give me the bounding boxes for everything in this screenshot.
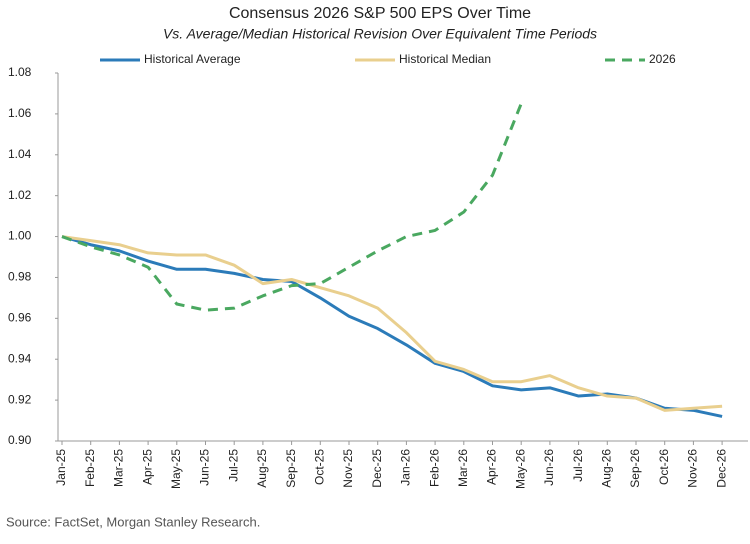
y-tick-label: 0.92	[8, 392, 32, 406]
y-tick-label: 1.04	[8, 147, 32, 161]
y-tick-label: 1.06	[8, 106, 32, 120]
x-tick-label: Sep-26	[628, 449, 642, 488]
series-line	[61, 103, 523, 312]
x-tick-label: Jul-25	[226, 449, 240, 482]
y-tick-label: 1.08	[8, 65, 32, 79]
x-tick-label: Jan-25	[54, 449, 68, 486]
x-tick-label: Mar-26	[456, 449, 470, 487]
x-tick-label: May-26	[513, 449, 527, 489]
y-tick-label: 0.96	[8, 311, 32, 325]
y-tick-label: 1.00	[8, 229, 32, 243]
x-tick-label: Mar-25	[112, 449, 126, 487]
x-tick-label: Jun-25	[198, 449, 212, 486]
x-tick-label: Jan-26	[399, 449, 413, 486]
x-tick-label: Nov-26	[686, 449, 700, 488]
legend-label: Historical Median	[399, 52, 491, 66]
y-tick-label: 0.98	[8, 270, 32, 284]
x-tick-label: Aug-25	[255, 449, 269, 488]
source-note: Source: FactSet, Morgan Stanley Research…	[6, 514, 260, 529]
x-tick-label: Apr-26	[485, 449, 499, 485]
x-tick-label: Sep-25	[284, 449, 298, 488]
x-tick-label: May-25	[169, 449, 183, 489]
x-tick-label: Apr-25	[140, 449, 154, 485]
series-line	[61, 235, 723, 412]
chart-title: Consensus 2026 S&P 500 EPS Over Time	[229, 5, 531, 22]
x-tick-label: Jul-26	[571, 449, 585, 482]
chart-subtitle: Vs. Average/Median Historical Revision O…	[163, 26, 597, 42]
y-tick-label: 0.94	[8, 351, 32, 365]
x-tick-label: Aug-26	[599, 449, 613, 488]
legend-label: 2026	[649, 52, 676, 66]
series-line	[61, 235, 723, 418]
y-tick-label: 0.90	[8, 433, 32, 447]
legend-label: Historical Average	[144, 52, 241, 66]
x-tick-label: Feb-25	[83, 449, 97, 487]
x-tick-label: Oct-25	[312, 449, 326, 485]
x-tick-label: Dec-26	[714, 449, 728, 488]
x-tick-label: Feb-26	[427, 449, 441, 487]
x-tick-label: Oct-26	[657, 449, 671, 485]
x-tick-label: Dec-25	[370, 449, 384, 488]
x-tick-label: Nov-25	[341, 449, 355, 488]
y-tick-label: 1.02	[8, 188, 32, 202]
x-tick-label: Jun-26	[542, 449, 556, 486]
